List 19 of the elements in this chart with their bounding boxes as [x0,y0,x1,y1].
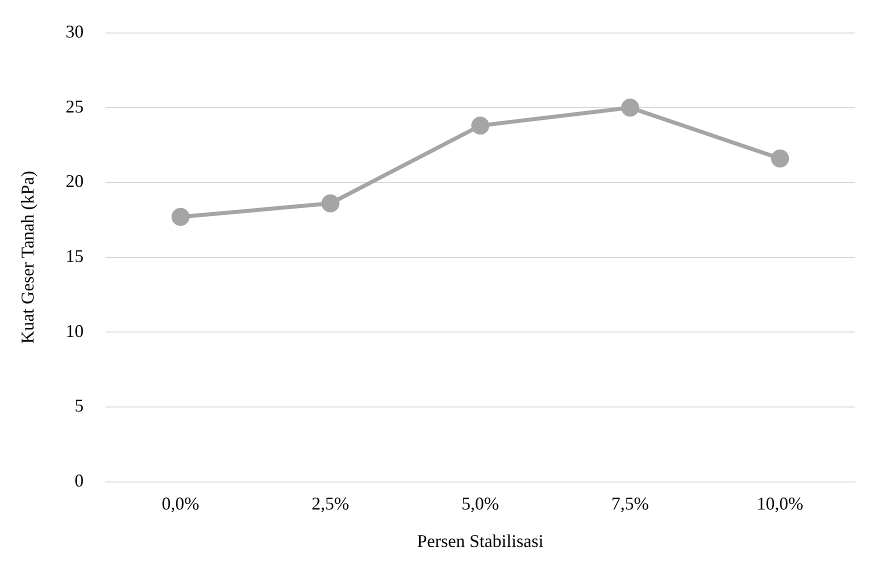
x-tick-label: 10,0% [756,493,804,514]
point [321,194,340,212]
point [471,116,490,135]
y-tick-label: 30 [66,22,84,42]
point [621,98,640,117]
x-tick-label: 2,5% [312,493,350,514]
y-axis-title: Kuat Geser Tanah (kPa) [18,170,38,344]
y-tick-label: 10 [66,320,84,341]
point [771,150,790,168]
x-tick-label: 5,0% [462,493,500,514]
x-tick-label: 7,5% [611,493,649,514]
y-tick-label: 0 [74,470,84,491]
x-axis-title: Persen Stabilisasi [417,530,544,551]
y-tick-label: 5 [74,396,84,416]
y-tick-label: 15 [66,246,84,266]
x-tick-label: 0,0% [162,493,200,514]
y-tick-label: 20 [66,171,84,192]
y-tick-label: 25 [66,96,84,116]
point [172,208,190,226]
